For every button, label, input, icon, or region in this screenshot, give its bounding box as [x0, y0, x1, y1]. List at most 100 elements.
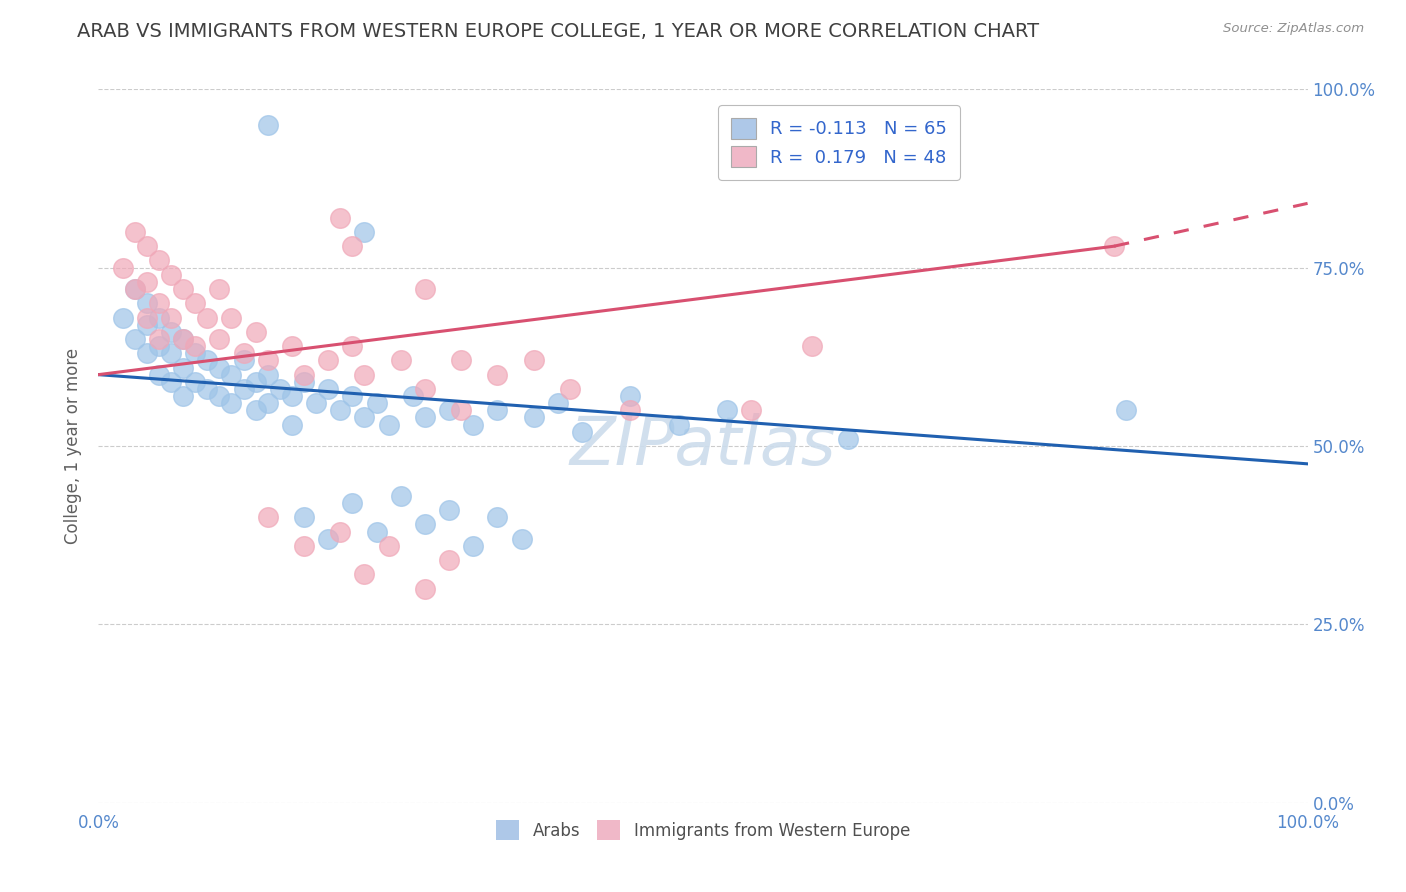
- Point: [510, 532, 533, 546]
- Point: [329, 211, 352, 225]
- Point: [402, 389, 425, 403]
- Point: [353, 410, 375, 425]
- Point: [437, 553, 460, 567]
- Point: [221, 368, 243, 382]
- Point: [245, 375, 267, 389]
- Point: [256, 353, 278, 368]
- Point: [172, 360, 194, 375]
- Point: [256, 396, 278, 410]
- Point: [124, 332, 146, 346]
- Point: [256, 510, 278, 524]
- Point: [195, 353, 218, 368]
- Point: [221, 396, 243, 410]
- Point: [800, 339, 823, 353]
- Point: [124, 282, 146, 296]
- Point: [135, 275, 157, 289]
- Point: [184, 375, 207, 389]
- Point: [316, 382, 339, 396]
- Point: [377, 539, 399, 553]
- Point: [668, 417, 690, 432]
- Point: [413, 410, 436, 425]
- Point: [413, 282, 436, 296]
- Point: [245, 403, 267, 417]
- Point: [160, 310, 183, 325]
- Point: [184, 346, 207, 360]
- Point: [160, 325, 183, 339]
- Point: [135, 310, 157, 325]
- Point: [148, 296, 170, 310]
- Point: [450, 403, 472, 417]
- Point: [148, 253, 170, 268]
- Point: [281, 339, 304, 353]
- Point: [486, 403, 509, 417]
- Point: [195, 382, 218, 396]
- Point: [486, 368, 509, 382]
- Point: [292, 539, 315, 553]
- Point: [353, 368, 375, 382]
- Point: [329, 403, 352, 417]
- Point: [450, 353, 472, 368]
- Point: [256, 368, 278, 382]
- Point: [124, 282, 146, 296]
- Point: [523, 410, 546, 425]
- Point: [124, 225, 146, 239]
- Point: [172, 332, 194, 346]
- Point: [111, 260, 134, 275]
- Point: [558, 382, 581, 396]
- Point: [389, 489, 412, 503]
- Point: [111, 310, 134, 325]
- Point: [437, 503, 460, 517]
- Text: ARAB VS IMMIGRANTS FROM WESTERN EUROPE COLLEGE, 1 YEAR OR MORE CORRELATION CHART: ARAB VS IMMIGRANTS FROM WESTERN EUROPE C…: [77, 22, 1039, 41]
- Point: [413, 382, 436, 396]
- Point: [195, 310, 218, 325]
- Point: [619, 389, 641, 403]
- Text: Source: ZipAtlas.com: Source: ZipAtlas.com: [1223, 22, 1364, 36]
- Point: [619, 403, 641, 417]
- Point: [172, 389, 194, 403]
- Point: [160, 268, 183, 282]
- Point: [148, 368, 170, 382]
- Point: [463, 417, 485, 432]
- Point: [305, 396, 328, 410]
- Point: [342, 239, 364, 253]
- Point: [366, 524, 388, 539]
- Point: [329, 524, 352, 539]
- Text: ZIPatlas: ZIPatlas: [569, 413, 837, 479]
- Point: [389, 353, 412, 368]
- Point: [837, 432, 859, 446]
- Point: [172, 332, 194, 346]
- Point: [377, 417, 399, 432]
- Legend: Arabs, Immigrants from Western Europe: Arabs, Immigrants from Western Europe: [488, 812, 918, 848]
- Point: [413, 582, 436, 596]
- Point: [232, 353, 254, 368]
- Point: [184, 339, 207, 353]
- Point: [486, 510, 509, 524]
- Point: [281, 389, 304, 403]
- Point: [281, 417, 304, 432]
- Y-axis label: College, 1 year or more: College, 1 year or more: [65, 348, 83, 544]
- Point: [208, 389, 231, 403]
- Point: [716, 403, 738, 417]
- Point: [342, 339, 364, 353]
- Point: [160, 375, 183, 389]
- Point: [292, 510, 315, 524]
- Point: [208, 332, 231, 346]
- Point: [232, 382, 254, 396]
- Point: [571, 425, 593, 439]
- Point: [135, 318, 157, 332]
- Point: [269, 382, 291, 396]
- Point: [184, 296, 207, 310]
- Point: [232, 346, 254, 360]
- Point: [463, 539, 485, 553]
- Point: [208, 282, 231, 296]
- Point: [135, 346, 157, 360]
- Point: [172, 282, 194, 296]
- Point: [437, 403, 460, 417]
- Point: [1115, 403, 1137, 417]
- Point: [148, 339, 170, 353]
- Point: [316, 532, 339, 546]
- Point: [221, 310, 243, 325]
- Point: [148, 332, 170, 346]
- Point: [910, 118, 932, 132]
- Point: [135, 296, 157, 310]
